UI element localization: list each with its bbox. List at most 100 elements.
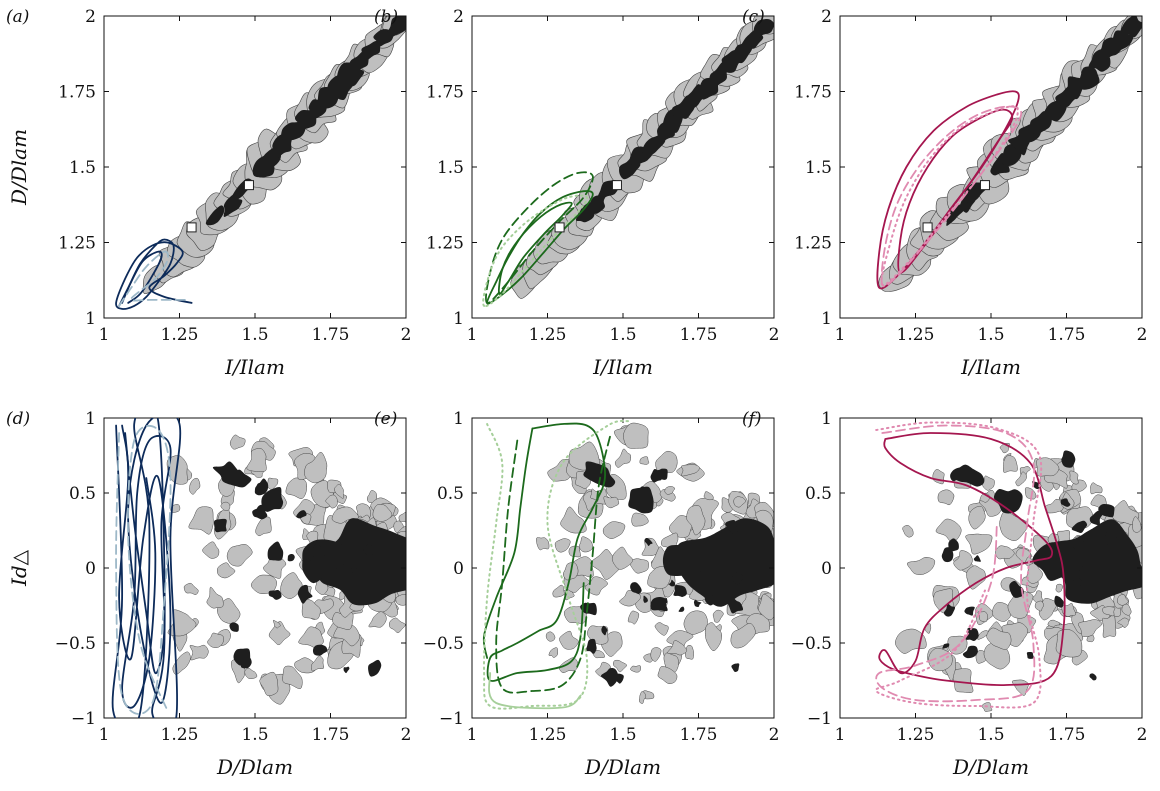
density-region-dark xyxy=(297,584,313,604)
density-core-dark xyxy=(675,518,774,607)
density-region-light xyxy=(217,562,236,579)
density-region-light xyxy=(558,657,579,674)
density-region-light xyxy=(1036,457,1060,477)
density-region-light xyxy=(704,622,722,652)
square-marker xyxy=(922,222,933,233)
trajectory-blue-solid xyxy=(111,418,182,718)
density-region-light xyxy=(545,631,556,642)
density-region-light xyxy=(907,557,936,575)
x-tick-label: 1.5 xyxy=(977,725,1004,745)
y-tick-label: 0.5 xyxy=(437,484,464,504)
density-region-dark xyxy=(361,40,382,61)
density-region-light xyxy=(1024,487,1037,500)
density-region-dark xyxy=(1098,503,1115,518)
density-region-light xyxy=(995,545,1015,560)
y-tick-label: 0 xyxy=(85,559,96,579)
panel-b: 1 1.25 1.5 1.75 2 1 1.25 1.5 1.75 2 (b) I/Ilam xyxy=(374,7,779,379)
density-region-dark xyxy=(329,571,347,587)
panel-f: 1 1.25 1.5 1.75 2 −1 −0.5 0 0.5 1 (f) D/Dlam xyxy=(742,409,1147,779)
x-tick-label: 1.25 xyxy=(897,325,935,345)
y-tick-label: −1 xyxy=(807,709,832,729)
y-tick-label: −0.5 xyxy=(423,634,464,654)
density-region-light xyxy=(331,506,359,524)
density-region-light xyxy=(655,450,678,473)
trajectory-green-solid xyxy=(486,190,594,305)
x-tick-label: 1 xyxy=(99,725,110,745)
density-region-light xyxy=(614,448,632,468)
density-region-light xyxy=(758,593,774,621)
density-region-light xyxy=(712,609,724,623)
density-region-light xyxy=(294,657,317,674)
density-region-light xyxy=(703,491,714,501)
density-region-light xyxy=(627,610,640,625)
density-region-dark xyxy=(343,666,350,674)
density-region-light xyxy=(619,590,642,607)
density-region-light xyxy=(902,525,914,538)
panel-label: (b) xyxy=(374,7,398,27)
density-region-dark xyxy=(1061,450,1076,468)
trajectory-blue-solid xyxy=(115,238,193,310)
density-region-light xyxy=(250,574,277,594)
y-tick-label: 1.25 xyxy=(58,234,96,254)
density-region-light xyxy=(685,645,694,660)
density-region-light xyxy=(207,632,224,648)
trajectory-magenta_light-dotted xyxy=(874,421,1043,709)
density-region-light xyxy=(298,626,324,649)
x-tick-label: 1 xyxy=(467,325,478,345)
y-tick-label: 0 xyxy=(821,559,832,579)
density-region-light xyxy=(966,565,986,590)
y-tick-label: −0.5 xyxy=(55,634,96,654)
panel-label: (a) xyxy=(6,7,29,27)
density-region-light xyxy=(282,665,303,690)
x-tick-label: 1.5 xyxy=(609,325,636,345)
x-tick-label: 2 xyxy=(401,725,412,745)
density-region-light xyxy=(246,448,267,472)
density-region-light xyxy=(1045,498,1064,514)
x-tick-label: 1.5 xyxy=(241,325,268,345)
x-tick-label: 1 xyxy=(835,725,846,745)
x-tick-label: 1.25 xyxy=(161,725,199,745)
density-region-light xyxy=(602,521,626,539)
density-region-dark xyxy=(628,486,654,514)
panel-label: (d) xyxy=(6,409,30,429)
density-region-light xyxy=(172,651,191,675)
density-region-dark xyxy=(205,205,225,226)
square-marker xyxy=(979,180,990,191)
density-region-light xyxy=(559,630,579,650)
density-contours xyxy=(895,442,1142,712)
density-region-dark xyxy=(644,538,653,547)
square-marker xyxy=(611,180,622,191)
density-core-dark xyxy=(1032,542,1085,581)
density-region-dark xyxy=(1065,76,1084,100)
panel-label: (f) xyxy=(742,409,762,429)
trajectory-green-solid xyxy=(486,422,606,682)
trajectories xyxy=(482,419,630,710)
x-tick-label: 1.25 xyxy=(529,325,567,345)
density-region-light xyxy=(332,612,354,630)
density-region-dark xyxy=(727,597,744,614)
density-core-dark xyxy=(1041,519,1142,604)
trajectory-blue_light-dashed xyxy=(118,250,187,307)
density-region-dark xyxy=(267,541,284,561)
density-region-dark xyxy=(669,579,676,587)
density-region-light xyxy=(590,549,623,580)
y-tick-label: 1.25 xyxy=(426,234,464,254)
density-region-dark xyxy=(725,519,738,534)
density-region-light xyxy=(301,598,321,620)
density-region-light xyxy=(683,610,708,636)
density-region-light xyxy=(977,630,989,640)
panel-a: 1 1.25 1.5 1.75 2 1 1.25 1.5 1.75 2 (a) I/Ilam D/Dla… xyxy=(6,7,411,379)
trajectory-green-solid xyxy=(482,427,534,659)
density-contours xyxy=(166,434,406,705)
density-region-light xyxy=(999,510,1029,541)
square-marker xyxy=(554,222,565,233)
y-axis-label: D/Dlam xyxy=(7,129,31,206)
density-region-light xyxy=(647,565,671,589)
x-tick-label: 1 xyxy=(835,325,846,345)
trajectory-blue-solid xyxy=(121,250,163,304)
y-tick-label: −0.5 xyxy=(791,634,832,654)
density-region-light xyxy=(310,655,325,672)
density-region-light xyxy=(623,422,649,449)
density-region-light xyxy=(1069,470,1079,485)
